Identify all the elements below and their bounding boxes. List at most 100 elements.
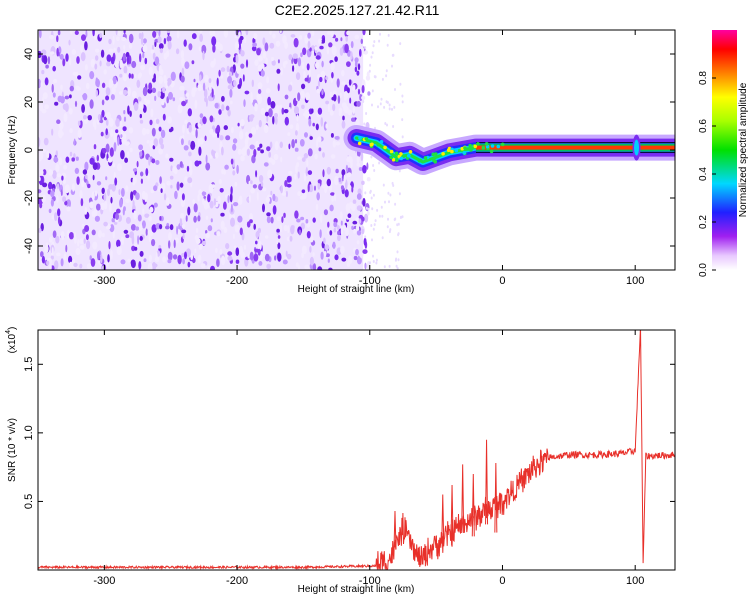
- noise-cell: [151, 239, 156, 247]
- noise-cell: [118, 91, 123, 95]
- noise-cell: [97, 251, 100, 260]
- noise-cell: [100, 254, 103, 264]
- noise-cell: [312, 263, 317, 270]
- noise-cell: [154, 95, 157, 102]
- colorbar-ticks: 0.0 0.2 0.4 0.6 0.8: [698, 71, 716, 277]
- noise-cell: [245, 133, 250, 142]
- noise-cell: [297, 191, 301, 197]
- noise-cell: [294, 139, 298, 144]
- noise-cell: [38, 176, 41, 182]
- noise-cell: [334, 136, 340, 140]
- noise-cell: [152, 30, 157, 38]
- noise-cell: [315, 123, 319, 131]
- snr-y-multiplier-base: (x10: [7, 333, 18, 353]
- noise-cell: [230, 126, 234, 134]
- signal-dot: [418, 158, 423, 163]
- noise-cell: [338, 177, 342, 182]
- noise-cell: [212, 44, 216, 53]
- colorbar-label: Normalized spectral amplitude: [738, 82, 749, 217]
- noise-cell: [279, 30, 282, 33]
- noise-cell: [252, 184, 257, 189]
- noise-cell: [276, 68, 281, 74]
- noise-cell: [167, 251, 173, 261]
- signal-dot: [466, 147, 471, 151]
- noise-cell: [237, 215, 243, 223]
- noise-cell: [304, 109, 310, 119]
- noise-cell: [182, 124, 185, 134]
- noise-cell: [191, 60, 195, 65]
- snr-spike: [494, 463, 498, 533]
- noise-cell: [151, 224, 157, 233]
- noise-cell: [287, 132, 291, 137]
- noise-cell: [217, 195, 221, 204]
- noise-cell: [314, 46, 318, 51]
- noise-cell: [125, 216, 131, 224]
- noise-cell: [267, 96, 271, 106]
- noise-cell: [316, 88, 320, 94]
- noise-cell: [297, 171, 300, 179]
- noise-cell: [154, 123, 159, 129]
- noise-cell: [261, 181, 264, 187]
- noise-cell: [323, 209, 328, 216]
- noise-cell: [232, 170, 236, 176]
- noise-cell: [257, 55, 263, 62]
- noise-cell: [296, 162, 300, 168]
- noise-cell: [124, 141, 130, 146]
- noise-cell: [240, 119, 245, 127]
- noise-cell: [342, 115, 345, 121]
- noise-cell: [392, 53, 395, 57]
- noise-cell: [199, 137, 204, 145]
- noise-cell: [109, 203, 112, 213]
- noise-cell: [144, 213, 150, 218]
- noise-cell: [56, 252, 61, 257]
- noise-cell: [383, 105, 386, 109]
- noise-cell: [140, 171, 144, 177]
- noise-cell: [136, 160, 139, 168]
- noise-cell: [385, 69, 388, 73]
- noise-cell: [87, 115, 92, 121]
- noise-cell: [388, 103, 391, 107]
- noise-cell: [352, 84, 356, 91]
- noise-cell: [72, 71, 77, 76]
- noise-cell: [362, 226, 365, 230]
- noise-cell: [299, 195, 305, 200]
- noise-cell: [183, 39, 187, 47]
- noise-cell: [101, 109, 105, 118]
- noise-cell: [303, 70, 306, 80]
- noise-cell: [40, 81, 43, 87]
- noise-cell: [44, 104, 49, 110]
- noise-cell: [107, 157, 113, 163]
- noise-cell: [272, 205, 277, 215]
- noise-cell: [160, 129, 166, 139]
- noise-cell: [150, 49, 155, 54]
- colorbar-tick-label: 0.0: [698, 263, 709, 277]
- noise-cell: [345, 228, 349, 237]
- noise-cell: [194, 248, 197, 254]
- noise-cell: [226, 65, 230, 73]
- noise-cell: [172, 166, 178, 173]
- noise-cell: [220, 74, 224, 79]
- noise-cell: [275, 40, 281, 47]
- noise-cell: [107, 254, 110, 263]
- noise-cell: [213, 198, 217, 206]
- noise-cell: [128, 43, 133, 49]
- noise-cell: [362, 164, 367, 174]
- noise-cell: [255, 140, 259, 148]
- noise-cell: [41, 194, 46, 203]
- x-tick-label: -100: [359, 275, 381, 287]
- noise-cell: [283, 212, 286, 218]
- noise-cell: [115, 118, 120, 127]
- noise-cell: [197, 194, 200, 202]
- noise-cell: [332, 241, 336, 249]
- noise-cell: [201, 44, 207, 55]
- colorbar: 0.0 0.2 0.4 0.6 0.8 Normalized spectral ampl…: [698, 30, 749, 277]
- noise-cell: [277, 59, 280, 64]
- noise-cell: [108, 48, 114, 53]
- noise-cell: [333, 227, 337, 233]
- noise-cell: [96, 181, 102, 186]
- noise-cell: [69, 30, 73, 35]
- noise-cell: [108, 78, 114, 89]
- noise-cell: [163, 37, 167, 45]
- noise-cell: [144, 57, 148, 65]
